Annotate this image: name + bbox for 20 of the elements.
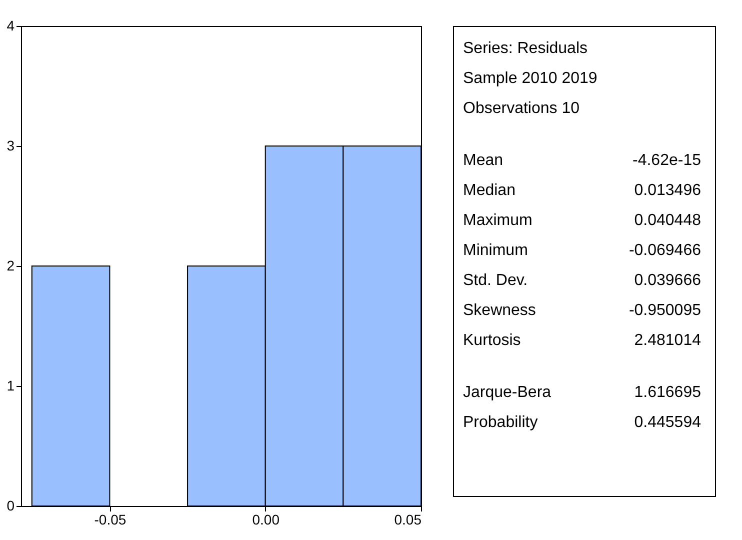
text: Probability 0.445594 bbox=[463, 414, 701, 431]
text: Maximum 0.040448 bbox=[463, 212, 701, 229]
text: Mean -4.62e-15 bbox=[463, 152, 701, 169]
y-tick-label: 1 bbox=[6, 378, 15, 394]
text: Series: Residuals bbox=[463, 40, 588, 57]
text: Observations 10 bbox=[463, 100, 580, 117]
text: Kurtosis 2.481014 bbox=[463, 332, 701, 349]
text: Skewness -0.950095 bbox=[463, 302, 701, 319]
y-tick-label: 2 bbox=[6, 258, 15, 274]
x-tick-label: 0.05 bbox=[394, 512, 422, 528]
text: Minimum -0.069466 bbox=[463, 242, 701, 259]
y-tick-label: 4 bbox=[6, 18, 15, 34]
text: Std. Dev. 0.039666 bbox=[463, 272, 701, 289]
x-tick-label: 0.00 bbox=[252, 512, 280, 528]
text: Sample 2010 2019 bbox=[463, 70, 598, 87]
y-tick-label: 3 bbox=[6, 138, 15, 154]
text: Jarque-Bera 1.616695 bbox=[463, 384, 701, 401]
text: Median 0.013496 bbox=[463, 182, 701, 199]
y-tick-label: 0 bbox=[6, 498, 15, 514]
x-tick-label: -0.05 bbox=[94, 512, 126, 528]
